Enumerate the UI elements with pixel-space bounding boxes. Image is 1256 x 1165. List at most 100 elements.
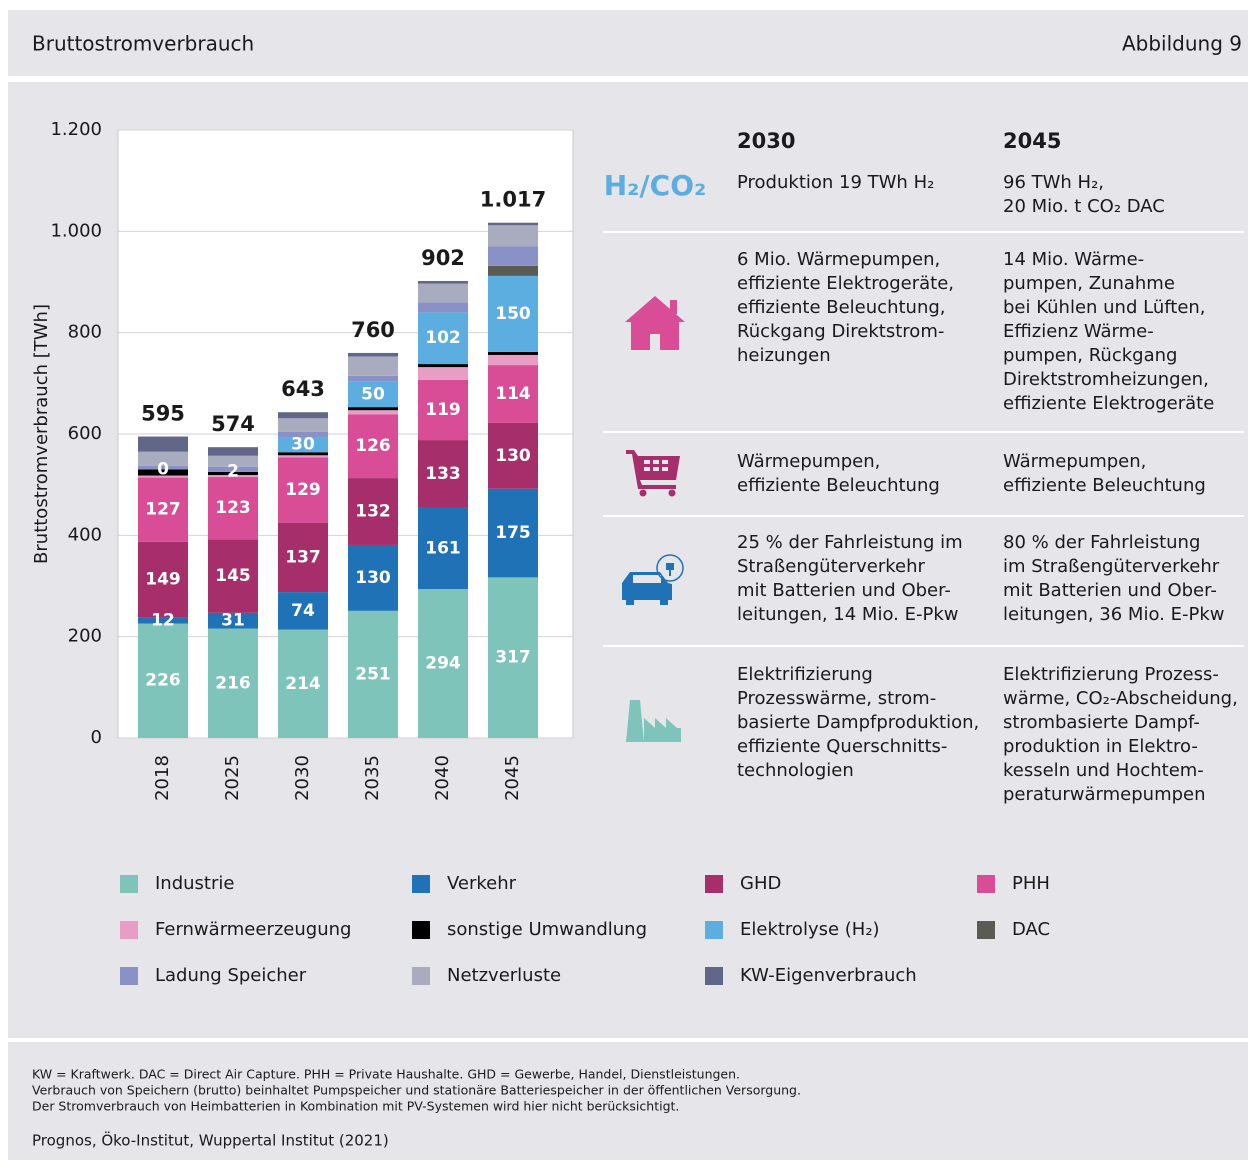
bar-segment <box>138 617 188 624</box>
bar-segment <box>138 541 188 618</box>
table-cell-line: Elektrifizierung Prozess- <box>1003 664 1219 685</box>
header-divider <box>8 76 1248 82</box>
data-label: 317 <box>495 648 531 668</box>
bar-segment <box>208 612 258 629</box>
total-label: 595 <box>141 402 185 426</box>
table-cell-line: pumpen, Zunahme <box>1003 273 1175 294</box>
bar-segment <box>488 365 538 423</box>
footer-divider <box>8 1038 1248 1042</box>
table-cell-line: Prozesswärme, strom- <box>737 688 936 709</box>
bar-segment <box>278 452 328 456</box>
bar-segment <box>208 477 258 540</box>
legend-label: DAC <box>1012 919 1050 940</box>
bar-segment <box>208 447 258 456</box>
bar-segment <box>488 577 538 738</box>
legend-label: Fernwärmeerzeugung <box>155 919 351 940</box>
table-cell-line: peraturwärmepumpen <box>1003 784 1206 805</box>
bar-segment <box>488 351 538 355</box>
total-label: 902 <box>421 246 465 270</box>
table-cell-line: Straßengüterverkehr <box>737 556 925 577</box>
footnote: Verbrauch von Speichern (brutto) beinhal… <box>32 1083 801 1098</box>
legend-label: Elektrolyse (H₂) <box>740 919 880 940</box>
bar-segment <box>488 225 538 247</box>
bar-segment <box>138 623 188 738</box>
data-label: 149 <box>145 570 181 590</box>
bar-segment <box>348 414 398 479</box>
legend-swatch <box>705 967 723 985</box>
data-label: 127 <box>145 500 181 520</box>
bar-segment <box>488 222 538 226</box>
bar-segment <box>138 465 188 470</box>
bar-segment <box>348 410 398 415</box>
table-cell-line: mit Batterien und Ober- <box>737 580 951 601</box>
bar-segment <box>418 280 468 284</box>
x-tick-label: 2018 <box>152 755 173 801</box>
bar-segment <box>278 455 328 458</box>
table-cell-line: effiziente Querschnitts- <box>737 736 947 757</box>
x-tick-label: 2030 <box>292 755 313 801</box>
bar-segment <box>348 375 398 382</box>
bar-segment <box>488 422 538 489</box>
table-cell-line: leitungen, 36 Mio. E-Pkw <box>1003 604 1224 625</box>
table-cell-line: wärme, CO₂-Abscheidung, <box>1003 688 1238 709</box>
legend-label: PHH <box>1012 873 1050 894</box>
data-label: 130 <box>355 568 391 588</box>
table-cell-line: 80 % der Fahrleistung <box>1003 532 1200 553</box>
data-label: 251 <box>355 664 391 684</box>
y-axis-title: Bruttostromverbrauch [TWh] <box>31 304 52 564</box>
bar-segment <box>488 488 538 578</box>
table-cell-line: kesseln und Hochtem- <box>1003 760 1204 781</box>
x-tick-label: 2045 <box>502 755 523 801</box>
bar-segment <box>348 407 398 411</box>
table-cell-line: technologien <box>737 760 854 781</box>
legend-swatch <box>120 967 138 985</box>
data-label: 0 <box>157 459 169 479</box>
data-label: 123 <box>215 498 251 518</box>
house-icon <box>625 296 685 350</box>
bar-segment <box>278 457 328 523</box>
data-label: 74 <box>291 601 315 621</box>
table-cell-line: mit Batterien und Ober- <box>1003 580 1217 601</box>
factory-icon <box>626 700 681 742</box>
bar-segment <box>418 440 468 508</box>
x-tick-label: 2040 <box>432 755 453 801</box>
bar-segment <box>278 629 328 738</box>
table-cell-line: strombasierte Dampf- <box>1003 712 1200 733</box>
data-label: 145 <box>215 566 251 586</box>
data-label: 133 <box>425 464 461 484</box>
bar-segment <box>208 472 258 476</box>
data-label: 114 <box>495 384 531 404</box>
y-tick-label: 800 <box>68 322 102 343</box>
total-label: 760 <box>351 318 395 342</box>
legend-swatch <box>705 875 723 893</box>
row-label: H₂/CO₂ <box>604 169 707 202</box>
data-label: 216 <box>215 673 251 693</box>
total-label: 643 <box>281 377 325 401</box>
data-label: 50 <box>361 384 385 404</box>
table-header: 2045 <box>1003 129 1061 153</box>
y-tick-label: 400 <box>68 524 102 545</box>
bar-segment <box>138 451 188 466</box>
legend-swatch <box>977 921 995 939</box>
bar-segment <box>418 364 468 368</box>
legend-label: Netzverluste <box>447 965 561 986</box>
table-cell-line: pumpen, Rückgang <box>1003 345 1177 366</box>
legend-swatch <box>705 921 723 939</box>
legend-label: Ladung Speicher <box>155 965 307 986</box>
table-cell-line: Produktion 19 TWh H₂ <box>737 172 934 193</box>
data-label: 12 <box>151 610 175 630</box>
bar-segment <box>278 592 328 630</box>
y-tick-label: 600 <box>68 423 102 444</box>
bar-segment <box>348 544 398 611</box>
bar-segment <box>418 283 468 303</box>
legend-label: Industrie <box>155 873 234 894</box>
data-label: 214 <box>285 674 321 694</box>
table-cell-line: effiziente Beleuchtung, <box>737 297 946 318</box>
bar-segment <box>208 628 258 738</box>
data-label: 226 <box>145 671 181 691</box>
data-label: 150 <box>495 304 531 324</box>
bar-segment <box>278 437 328 453</box>
legend-swatch <box>412 921 430 939</box>
legend-label: KW-Eigenverbrauch <box>740 965 917 986</box>
y-tick-label: 200 <box>68 626 102 647</box>
